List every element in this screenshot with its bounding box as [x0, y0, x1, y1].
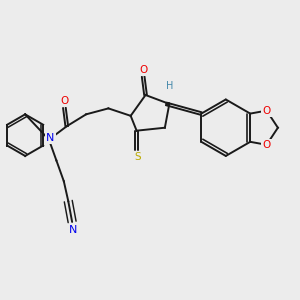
Text: O: O: [60, 96, 68, 106]
Text: S: S: [134, 152, 140, 162]
Text: O: O: [139, 65, 147, 75]
Text: N: N: [46, 133, 55, 143]
Text: N: N: [68, 225, 77, 235]
Text: O: O: [262, 140, 271, 150]
Text: O: O: [262, 106, 271, 116]
Text: H: H: [166, 81, 173, 91]
